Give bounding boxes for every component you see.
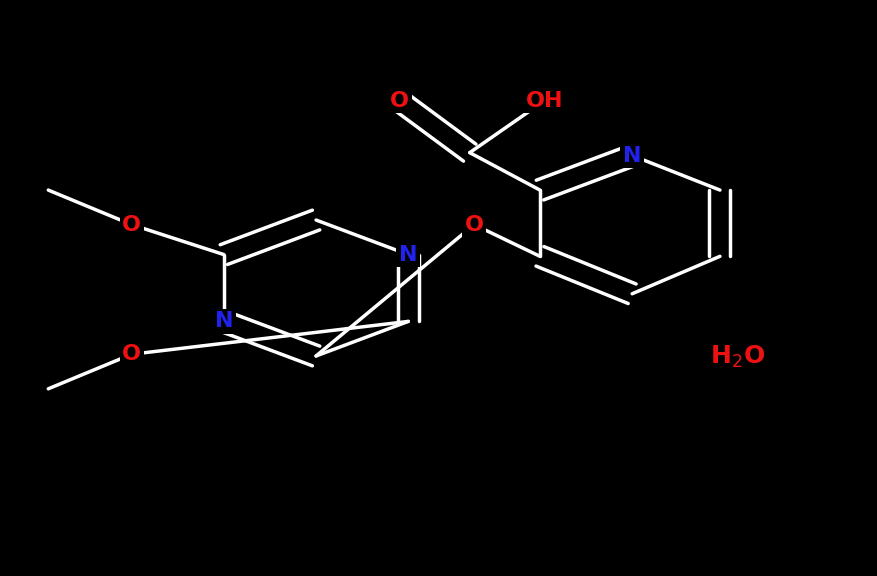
Text: O: O bbox=[122, 344, 141, 364]
Text: OH: OH bbox=[525, 91, 562, 111]
Text: N: N bbox=[398, 245, 417, 264]
Text: O: O bbox=[464, 215, 483, 234]
Text: O: O bbox=[389, 91, 409, 111]
Text: H$_2$O: H$_2$O bbox=[709, 344, 764, 370]
Text: O: O bbox=[122, 215, 141, 234]
Text: N: N bbox=[214, 312, 233, 331]
Text: N: N bbox=[622, 146, 641, 165]
